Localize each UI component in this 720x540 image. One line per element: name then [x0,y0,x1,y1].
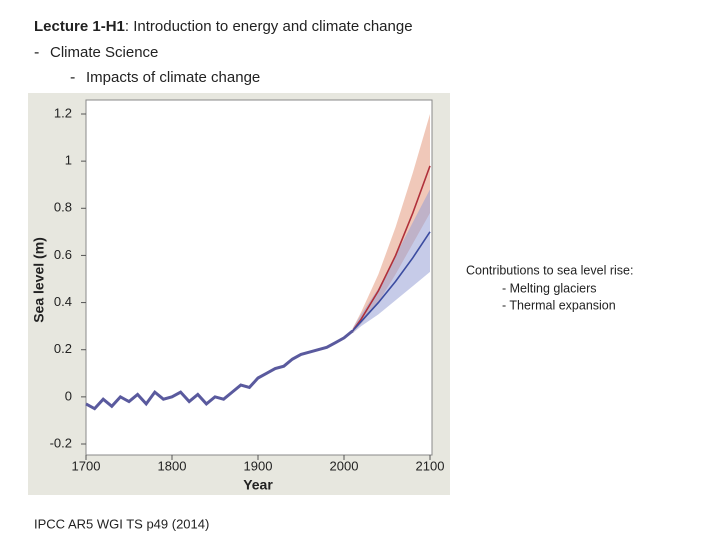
y-tick-label: 0 [65,388,72,403]
x-tick-label: 1700 [72,458,101,473]
note: - Melting glaciers [502,281,596,295]
x-axis-label: Year [243,477,273,493]
x-tick-label: 2100 [416,458,445,473]
title-rest: : Introduction to energy and climate cha… [125,18,413,35]
x-tick-label: 2000 [330,458,359,473]
series-line [85,329,354,411]
y-tick-label: 0.4 [54,294,72,309]
citation: IPCC AR5 WGI TS p49 (2014) [34,516,209,531]
y-tick-label: 0.6 [54,247,72,262]
y-tick-label: 0.2 [54,341,72,356]
title-bold: Lecture 1-H1 [34,18,125,35]
series-line [352,231,431,332]
note: - Thermal expansion [502,298,616,312]
x-tick-label: 1800 [158,458,187,473]
series-line [351,165,431,332]
bullet: Climate Science [50,44,158,61]
bullet: Impacts of climate change [86,69,260,86]
y-tick-label: 1 [65,153,72,168]
y-tick-label: -0.2 [50,435,72,450]
note: Contributions to sea level rise: [466,263,633,277]
y-tick-label: 1.2 [54,105,72,120]
uncertainty-band [352,189,430,334]
x-tick-label: 1900 [244,458,273,473]
y-tick-label: 0.8 [54,200,72,215]
plot-area [85,99,433,456]
y-axis-label: Sea level (m) [31,237,47,323]
bullet-marker: - [70,69,75,86]
bullet-marker: - [34,44,39,61]
